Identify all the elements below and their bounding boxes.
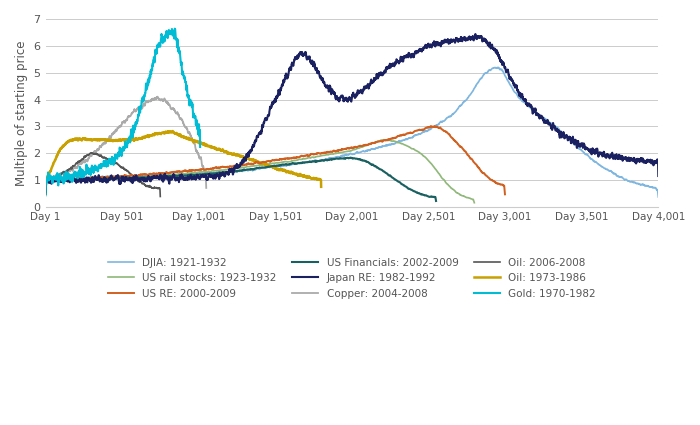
US RE: 2000-2009: (521, 1.18): 2000-2009: (521, 1.18) — [121, 173, 130, 178]
US Financials: 2002-2009: (870, 1.17): 2002-2009: (870, 1.17) — [174, 173, 183, 178]
US Financials: 2002-2009: (1.99e+03, 1.83): 2002-2009: (1.99e+03, 1.83) — [346, 155, 354, 160]
US Financials: 2002-2009: (2.12e+03, 1.6): 2002-2009: (2.12e+03, 1.6) — [366, 162, 375, 167]
US rail stocks: 1923-1932: (2.3e+03, 2.39): 1923-1932: (2.3e+03, 2.39) — [394, 140, 402, 145]
Oil: 1973-1986: (1.8e+03, 0.747): 1973-1986: (1.8e+03, 0.747) — [317, 184, 326, 190]
Japan RE: 1982-1992: (2.01e+03, 4.17): 1982-1992: (2.01e+03, 4.17) — [349, 93, 358, 98]
Oil: 2006-2008: (750, 0.387): 2006-2008: (750, 0.387) — [156, 194, 164, 199]
US RE: 2000-2009: (2.94e+03, 0.894): 2000-2009: (2.94e+03, 0.894) — [492, 180, 500, 185]
Japan RE: 1982-1992: (564, 1.02): 1982-1992: (564, 1.02) — [127, 177, 136, 182]
Copper: 2004-2008: (922, 2.94): 2004-2008: (922, 2.94) — [183, 125, 191, 130]
Oil: 1973-1986: (1.23e+03, 1.97): 1973-1986: (1.23e+03, 1.97) — [230, 151, 238, 156]
Oil: 1973-1986: (674, 2.6): 1973-1986: (674, 2.6) — [144, 134, 153, 139]
Copper: 2004-2008: (190, 1.45): 2004-2008: (190, 1.45) — [70, 165, 78, 170]
DJIA: 1921-1932: (564, 1.14): 1921-1932: (564, 1.14) — [127, 174, 136, 179]
Japan RE: 1982-1992: (1, 0.562): 1982-1992: (1, 0.562) — [41, 189, 50, 194]
Oil: 1973-1986: (744, 2.75): 1973-1986: (744, 2.75) — [155, 130, 164, 136]
US Financials: 2002-2009: (2.18e+03, 1.4): 2002-2009: (2.18e+03, 1.4) — [375, 167, 384, 172]
Copper: 2004-2008: (661, 3.94): 2004-2008: (661, 3.94) — [142, 99, 150, 104]
Japan RE: 1982-1992: (1.7e+03, 5.59): 1982-1992: (1.7e+03, 5.59) — [302, 54, 311, 60]
US rail stocks: 1923-1932: (2.21e+03, 2.5): 1923-1932: (2.21e+03, 2.5) — [379, 137, 388, 142]
DJIA: 1921-1932: (4e+03, 0.368): 1921-1932: (4e+03, 0.368) — [654, 194, 662, 199]
Japan RE: 1982-1992: (2.72e+03, 6.2): 1982-1992: (2.72e+03, 6.2) — [458, 38, 467, 43]
Y-axis label: Multiple of starting price: Multiple of starting price — [15, 40, 28, 186]
DJIA: 1921-1932: (2.72e+03, 3.85): 1921-1932: (2.72e+03, 3.85) — [458, 101, 467, 106]
Line: Copper: 2004-2008: Copper: 2004-2008 — [46, 97, 206, 193]
DJIA: 1921-1932: (1.75e+03, 1.7): 1921-1932: (1.75e+03, 1.7) — [309, 159, 317, 164]
DJIA: 1921-1932: (2.01e+03, 1.97): 1921-1932: (2.01e+03, 1.97) — [349, 151, 358, 156]
Oil: 1973-1986: (1, 0.488): 1973-1986: (1, 0.488) — [41, 191, 50, 196]
Copper: 2004-2008: (129, 1.27): 2004-2008: (129, 1.27) — [61, 170, 69, 176]
US rail stocks: 1923-1932: (2.78e+03, 0.297): 1923-1932: (2.78e+03, 0.297) — [468, 196, 476, 201]
Gold: 1970-1982: (1.01e+03, 2.23): 1970-1982: (1.01e+03, 2.23) — [196, 144, 204, 150]
US rail stocks: 1923-1932: (1.04e+03, 1.31): 1923-1932: (1.04e+03, 1.31) — [201, 169, 209, 174]
DJIA: 1921-1932: (1.7e+03, 1.67): 1921-1932: (1.7e+03, 1.67) — [302, 159, 311, 164]
Line: US RE: 2000-2009: US RE: 2000-2009 — [46, 126, 505, 194]
Line: US rail stocks: 1923-1932: US rail stocks: 1923-1932 — [46, 140, 475, 203]
Copper: 2004-2008: (733, 4.1): 2004-2008: (733, 4.1) — [153, 94, 162, 99]
Line: DJIA: 1921-1932: DJIA: 1921-1932 — [46, 67, 658, 197]
Oil: 2006-2008: (595, 1.04): 2006-2008: (595, 1.04) — [132, 176, 141, 181]
US rail stocks: 1923-1932: (2.8e+03, 0.154): 1923-1932: (2.8e+03, 0.154) — [470, 200, 479, 205]
Gold: 1970-1982: (1, 0.43): 1970-1982: (1, 0.43) — [41, 193, 50, 198]
Oil: 1973-1986: (735, 2.71): 1973-1986: (735, 2.71) — [154, 131, 162, 136]
Gold: 1970-1982: (844, 6.47): 1970-1982: (844, 6.47) — [171, 31, 179, 36]
Line: Japan RE: 1982-1992: Japan RE: 1982-1992 — [46, 34, 658, 192]
Gold: 1970-1982: (880, 5.62): 1970-1982: (880, 5.62) — [176, 54, 184, 59]
US rail stocks: 1923-1932: (1, 0.536): 1923-1932: (1, 0.536) — [41, 190, 50, 195]
US Financials: 2002-2009: (1.54e+03, 1.55): 2002-2009: (1.54e+03, 1.55) — [276, 163, 285, 168]
DJIA: 1921-1932: (1, 0.509): 1921-1932: (1, 0.509) — [41, 191, 50, 196]
Oil: 1973-1986: (831, 2.82): 1973-1986: (831, 2.82) — [169, 128, 177, 133]
Oil: 2006-2008: (249, 1.79): 2006-2008: (249, 1.79) — [79, 156, 88, 161]
Gold: 1970-1982: (254, 1.28): 1970-1982: (254, 1.28) — [80, 170, 88, 175]
US Financials: 2002-2009: (757, 1.13): 2002-2009: (757, 1.13) — [158, 174, 166, 179]
Legend: DJIA: 1921-1932, US rail stocks: 1923-1932, US RE: 2000-2009, US Financials: 200: DJIA: 1921-1932, US rail stocks: 1923-19… — [104, 253, 600, 303]
Japan RE: 1982-1992: (2.81e+03, 6.44): 1982-1992: (2.81e+03, 6.44) — [471, 31, 480, 37]
Oil: 2006-2008: (479, 1.56): 2006-2008: (479, 1.56) — [115, 162, 123, 167]
Japan RE: 1982-1992: (1.75e+03, 5.25): 1982-1992: (1.75e+03, 5.25) — [309, 63, 317, 68]
US RE: 2000-2009: (3e+03, 0.466): 2000-2009: (3e+03, 0.466) — [500, 192, 509, 197]
Oil: 2006-2008: (1, 0.582): 2006-2008: (1, 0.582) — [41, 189, 50, 194]
Gold: 1970-1982: (549, 2.47): 1970-1982: (549, 2.47) — [125, 138, 134, 143]
Copper: 2004-2008: (1, 0.528): 2004-2008: (1, 0.528) — [41, 190, 50, 195]
Gold: 1970-1982: (845, 6.64): 1970-1982: (845, 6.64) — [171, 26, 179, 31]
Oil: 1973-1986: (385, 2.51): 1973-1986: (385, 2.51) — [100, 137, 108, 142]
Copper: 2004-2008: (860, 3.52): 2004-2008: (860, 3.52) — [173, 110, 181, 115]
US RE: 2000-2009: (1, 0.49): 2000-2009: (1, 0.49) — [41, 191, 50, 196]
US Financials: 2002-2009: (1, 0.497): 2002-2009: (1, 0.497) — [41, 191, 50, 196]
US Financials: 2002-2009: (2.42e+03, 0.541): 2002-2009: (2.42e+03, 0.541) — [412, 190, 421, 195]
Gold: 1970-1982: (689, 5): 1970-1982: (689, 5) — [147, 70, 155, 75]
US rail stocks: 1923-1932: (1.26e+03, 1.44): 1923-1932: (1.26e+03, 1.44) — [234, 166, 243, 171]
US RE: 2000-2009: (1.28e+03, 1.55): 2000-2009: (1.28e+03, 1.55) — [237, 163, 246, 168]
US RE: 2000-2009: (2.54e+03, 3): 2000-2009: (2.54e+03, 3) — [431, 124, 440, 129]
Gold: 1970-1982: (620, 3.65): 1970-1982: (620, 3.65) — [136, 106, 145, 111]
US rail stocks: 1923-1932: (1.69e+03, 1.79): 1923-1932: (1.69e+03, 1.79) — [301, 156, 309, 162]
Japan RE: 1982-1992: (795, 1.11): 1982-1992: (795, 1.11) — [163, 175, 172, 180]
Oil: 2006-2008: (298, 2.01): 2006-2008: (298, 2.01) — [87, 150, 95, 156]
Oil: 2006-2008: (144, 1.37): 2006-2008: (144, 1.37) — [63, 167, 71, 173]
DJIA: 1921-1932: (2.96e+03, 5.2): 1921-1932: (2.96e+03, 5.2) — [494, 65, 503, 70]
Copper: 2004-2008: (1.05e+03, 0.706): 2004-2008: (1.05e+03, 0.706) — [202, 185, 211, 190]
Line: Gold: 1970-1982: Gold: 1970-1982 — [46, 28, 200, 196]
Oil: 2006-2008: (440, 1.7): 2006-2008: (440, 1.7) — [108, 159, 117, 164]
US RE: 2000-2009: (1.15e+03, 1.49): 2000-2009: (1.15e+03, 1.49) — [218, 164, 226, 170]
Line: Oil: 1973-1986: Oil: 1973-1986 — [46, 131, 321, 194]
US Financials: 2002-2009: (2.55e+03, 0.22): 2002-2009: (2.55e+03, 0.22) — [432, 198, 440, 204]
DJIA: 1921-1932: (795, 1.18): 1921-1932: (795, 1.18) — [163, 173, 172, 178]
Oil: 2006-2008: (337, 1.96): 2006-2008: (337, 1.96) — [93, 152, 102, 157]
Line: Oil: 2006-2008: Oil: 2006-2008 — [46, 153, 160, 196]
Japan RE: 1982-1992: (4e+03, 1.15): 1982-1992: (4e+03, 1.15) — [654, 173, 662, 178]
Oil: 1973-1986: (104, 2.17): 1973-1986: (104, 2.17) — [57, 146, 66, 151]
Line: US Financials: 2002-2009: US Financials: 2002-2009 — [46, 158, 436, 201]
US RE: 2000-2009: (343, 1.12): 2000-2009: (343, 1.12) — [94, 174, 102, 179]
US rail stocks: 1923-1932: (2.2e+03, 2.49): 1923-1932: (2.2e+03, 2.49) — [379, 138, 387, 143]
Copper: 2004-2008: (712, 4.05): 2004-2008: (712, 4.05) — [150, 96, 159, 101]
US RE: 2000-2009: (2.62e+03, 2.78): 2000-2009: (2.62e+03, 2.78) — [442, 130, 451, 135]
